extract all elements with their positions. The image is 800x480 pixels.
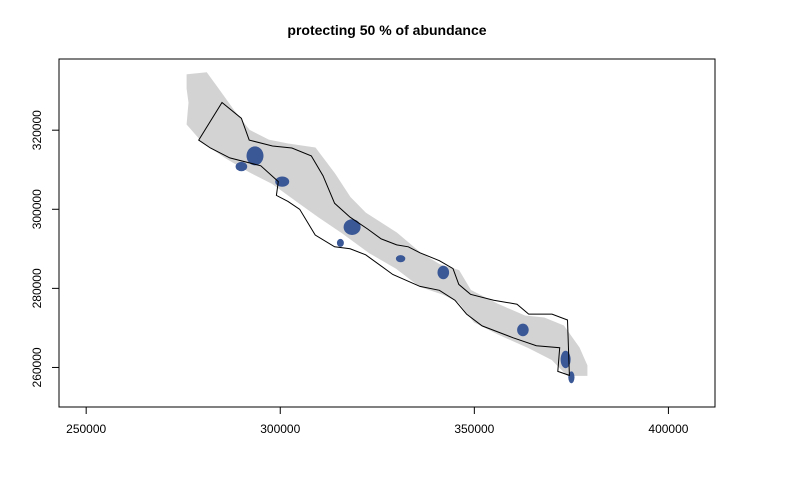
- y-tick-label: 260000: [30, 347, 44, 387]
- habitat-area: [186, 72, 588, 376]
- x-tick-label: 400000: [648, 422, 688, 436]
- protected-cluster: [275, 176, 290, 187]
- y-tick-label: 300000: [30, 189, 44, 229]
- x-tick-label: 250000: [66, 422, 106, 436]
- plot-title: protecting 50 % of abundance: [287, 22, 487, 38]
- x-tick-label: 350000: [454, 422, 494, 436]
- protected-cluster: [560, 350, 571, 369]
- protected-cluster: [246, 146, 264, 166]
- protected-cluster: [395, 255, 406, 263]
- protected-cluster: [343, 219, 361, 236]
- y-tick-label: 280000: [30, 268, 44, 308]
- management-boundary: [198, 101, 570, 377]
- protected-cluster: [437, 265, 450, 280]
- y-tick-label: 320000: [30, 110, 44, 150]
- x-tick-label: 300000: [260, 422, 300, 436]
- protected-cluster: [336, 238, 344, 247]
- protected-cluster: [517, 323, 529, 337]
- protected-cluster: [235, 161, 248, 172]
